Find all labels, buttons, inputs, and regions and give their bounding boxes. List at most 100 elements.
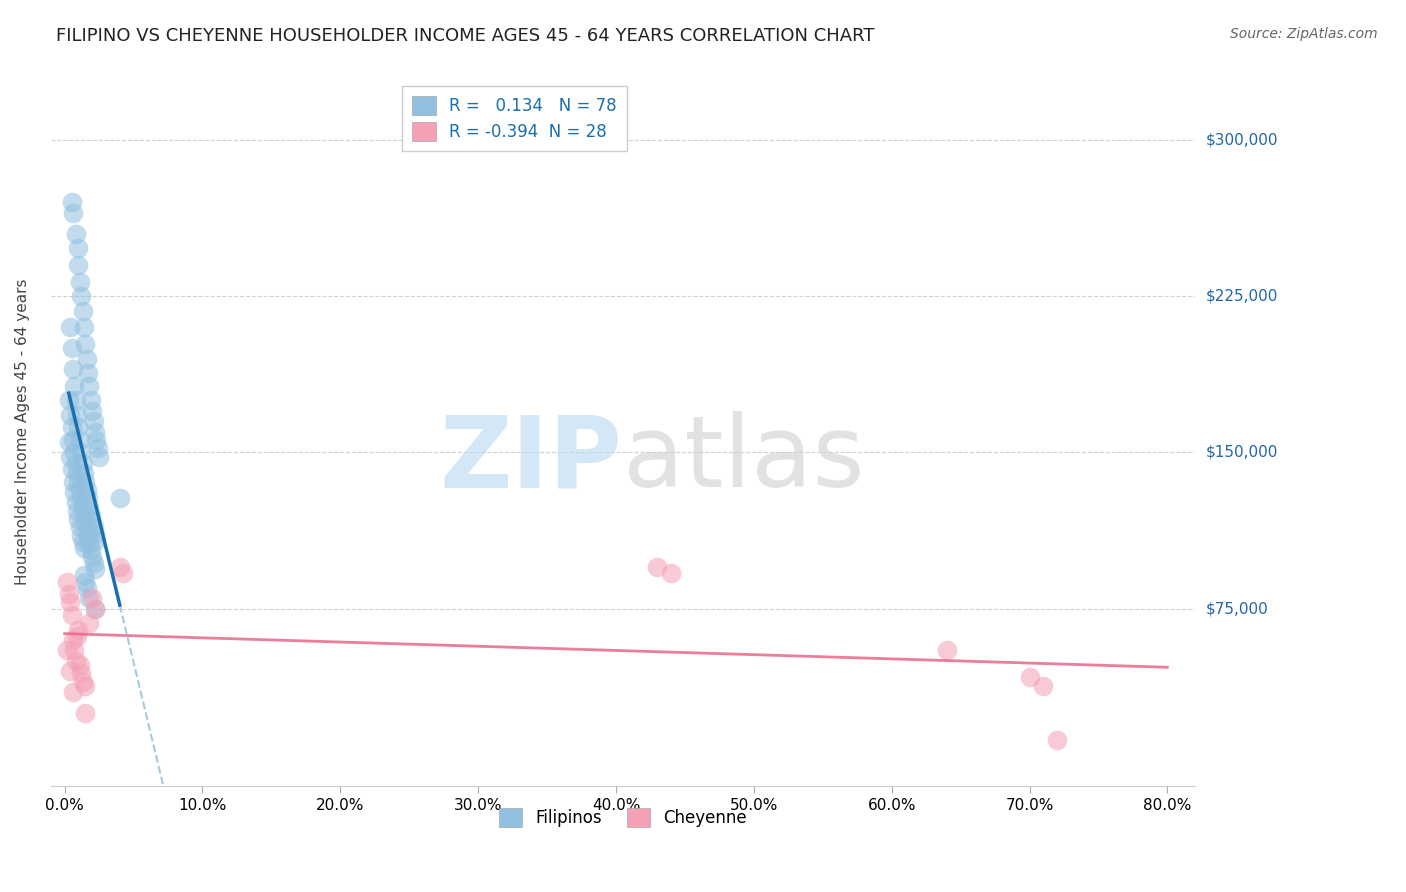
- Point: [60, 420, 83, 434]
- Point: [86, 433, 108, 447]
- Point: [66, 504, 89, 518]
- Point: [79, 616, 101, 631]
- Point: [73, 568, 96, 582]
- Point: [62, 206, 84, 220]
- Point: [79, 591, 101, 606]
- Point: [73, 320, 96, 334]
- Point: [58, 393, 80, 408]
- Point: [72, 674, 94, 689]
- Point: [77, 366, 100, 380]
- Point: [83, 520, 105, 534]
- Text: atlas: atlas: [623, 411, 865, 508]
- Point: [70, 289, 93, 303]
- Point: [84, 562, 107, 576]
- Point: [60, 462, 83, 476]
- Point: [73, 541, 96, 556]
- Point: [82, 514, 104, 528]
- Point: [72, 456, 94, 470]
- Point: [67, 475, 90, 489]
- Point: [62, 685, 84, 699]
- Point: [58, 587, 80, 601]
- Point: [65, 227, 87, 241]
- Point: [73, 467, 96, 481]
- Point: [84, 601, 107, 615]
- Point: [83, 414, 105, 428]
- Point: [80, 543, 103, 558]
- Point: [76, 483, 98, 497]
- Point: [56, 574, 79, 589]
- Point: [84, 526, 107, 541]
- Point: [67, 241, 90, 255]
- Point: [70, 666, 93, 681]
- Point: [75, 574, 97, 589]
- Point: [111, 566, 134, 581]
- Point: [62, 475, 84, 489]
- Point: [75, 679, 97, 693]
- Point: [65, 456, 87, 470]
- Point: [84, 425, 107, 439]
- Point: [70, 445, 93, 459]
- Point: [59, 320, 82, 334]
- Point: [86, 533, 108, 547]
- Point: [69, 483, 91, 497]
- Point: [65, 393, 87, 408]
- Point: [1032, 679, 1054, 693]
- Point: [59, 408, 82, 422]
- Point: [108, 560, 131, 574]
- Point: [59, 595, 82, 609]
- Point: [67, 258, 90, 272]
- Point: [62, 632, 84, 647]
- Text: $300,000: $300,000: [1206, 132, 1278, 147]
- Text: ZIP: ZIP: [440, 411, 623, 508]
- Point: [67, 512, 90, 526]
- Point: [86, 442, 108, 456]
- Text: $75,000: $75,000: [1206, 601, 1268, 616]
- Point: [75, 337, 97, 351]
- Point: [76, 524, 98, 539]
- Y-axis label: Householder Income Ages 45 - 64 years: Householder Income Ages 45 - 64 years: [15, 278, 30, 585]
- Point: [80, 508, 103, 522]
- Point: [70, 491, 93, 506]
- Point: [82, 404, 104, 418]
- Point: [69, 275, 91, 289]
- Point: [67, 623, 90, 637]
- Point: [69, 433, 91, 447]
- Point: [647, 560, 669, 574]
- Point: [72, 303, 94, 318]
- Point: [63, 485, 86, 500]
- Point: [77, 531, 100, 545]
- Point: [80, 393, 103, 408]
- Point: [75, 475, 97, 489]
- Text: $150,000: $150,000: [1206, 445, 1278, 460]
- Point: [84, 601, 107, 615]
- Point: [62, 362, 84, 376]
- Text: FILIPINO VS CHEYENNE HOUSEHOLDER INCOME AGES 45 - 64 YEARS CORRELATION CHART: FILIPINO VS CHEYENNE HOUSEHOLDER INCOME …: [56, 27, 875, 45]
- Point: [75, 706, 97, 720]
- Point: [1018, 670, 1040, 684]
- Point: [82, 549, 104, 564]
- Point: [108, 491, 131, 506]
- Point: [76, 351, 98, 366]
- Point: [83, 556, 105, 570]
- Point: [72, 535, 94, 549]
- Point: [76, 581, 98, 595]
- Point: [69, 657, 91, 672]
- Point: [70, 529, 93, 543]
- Point: [59, 450, 82, 464]
- Text: Source: ZipAtlas.com: Source: ZipAtlas.com: [1230, 27, 1378, 41]
- Point: [82, 591, 104, 606]
- Point: [67, 420, 90, 434]
- Point: [79, 378, 101, 392]
- Point: [63, 643, 86, 657]
- Point: [60, 195, 83, 210]
- Point: [66, 408, 89, 422]
- Point: [73, 508, 96, 522]
- Point: [72, 500, 94, 514]
- Point: [60, 607, 83, 622]
- Point: [66, 629, 89, 643]
- Point: [63, 445, 86, 459]
- Point: [77, 491, 100, 506]
- Point: [87, 450, 110, 464]
- Point: [65, 495, 87, 509]
- Point: [69, 520, 91, 534]
